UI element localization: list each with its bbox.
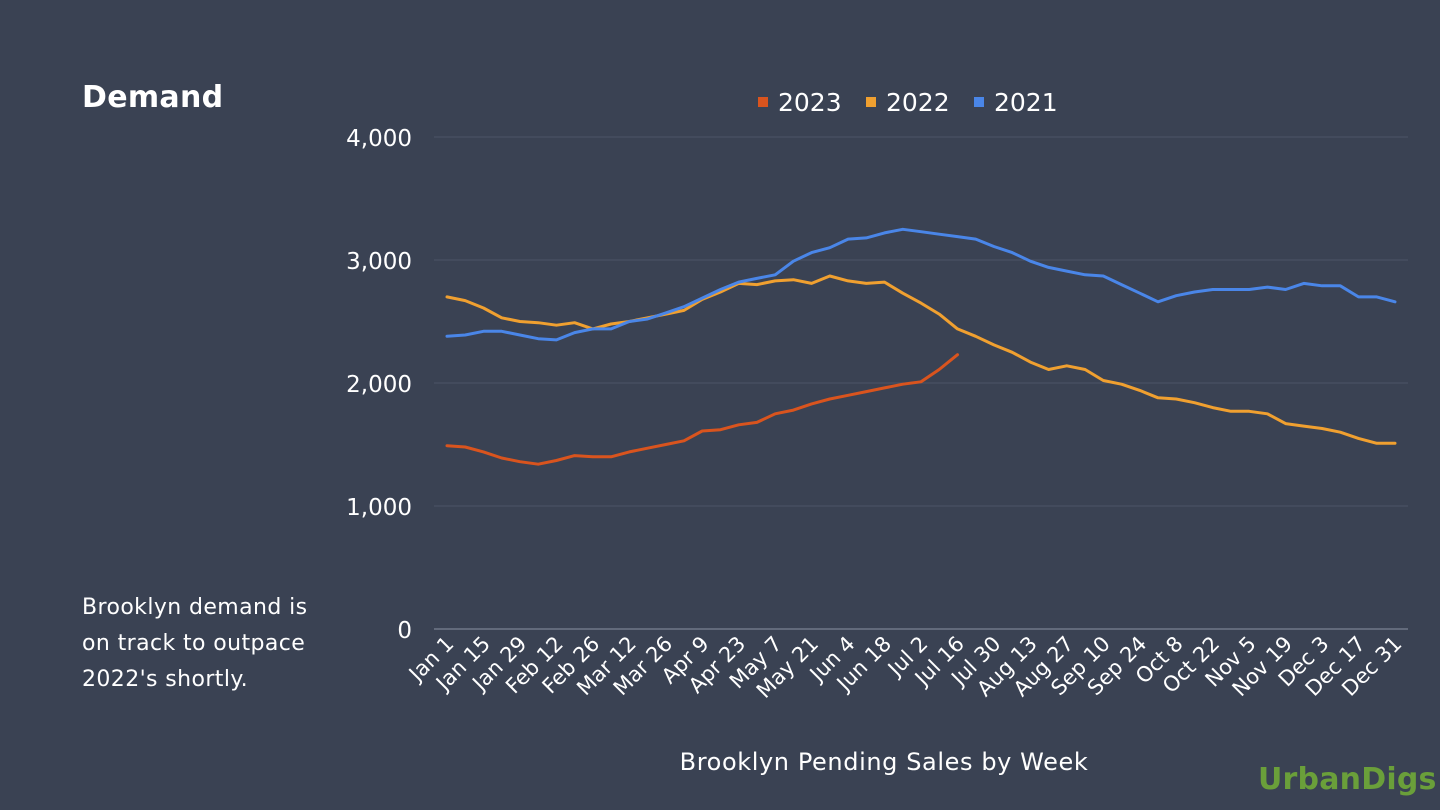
- y-axis-ticks: 0 1,000 2,000 3,000 4,000: [346, 126, 412, 644]
- legend: 2023 2022 2021: [758, 88, 1058, 117]
- legend-swatch-2021: [974, 97, 984, 107]
- series-lines: [445, 227, 1397, 466]
- x-axis-label: Brooklyn Pending Sales by Week: [680, 748, 1089, 776]
- y-tick-label: 3,000: [346, 249, 412, 275]
- y-tick-label: 1,000: [346, 495, 412, 521]
- y-tick-label: 0: [397, 618, 412, 644]
- y-tick-label: 2,000: [346, 372, 412, 398]
- legend-label-2023: 2023: [778, 88, 842, 117]
- legend-label-2021: 2021: [994, 88, 1058, 117]
- summary-note: Brooklyn demand is on track to outpace 2…: [82, 595, 308, 692]
- legend-label-2022: 2022: [886, 88, 950, 117]
- legend-swatch-2023: [758, 97, 768, 107]
- series-line-2021: [445, 227, 1397, 342]
- legend-swatch-2022: [866, 97, 876, 107]
- brand-logo: UrbanDigs: [1258, 762, 1437, 797]
- page-title: Demand: [82, 80, 224, 115]
- series-line-2022: [445, 274, 1397, 445]
- y-tick-label: 4,000: [346, 126, 412, 152]
- series-line-2023: [445, 353, 959, 466]
